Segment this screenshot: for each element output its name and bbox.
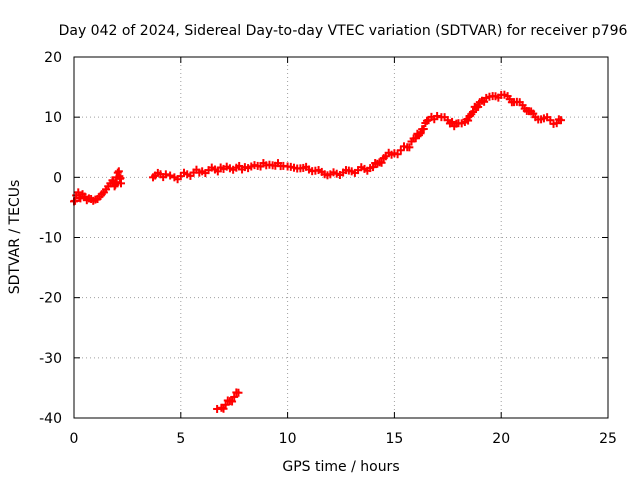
data-point [377, 158, 386, 167]
y-tick-label: 10 [44, 110, 62, 126]
y-tick-label: 0 [53, 170, 62, 186]
data-point [474, 102, 483, 111]
data-point [219, 404, 228, 413]
data-point [74, 188, 83, 197]
data-point [419, 125, 428, 134]
ticks-layer [73, 56, 609, 419]
y-tick-label: -40 [39, 411, 62, 427]
data-point [416, 129, 425, 138]
data-point [433, 111, 442, 120]
data-point [464, 116, 473, 125]
data-point [405, 143, 414, 152]
data-point [369, 163, 378, 172]
y-tick-label: -20 [39, 291, 62, 307]
y-axis-label: SDTVAR / TECUs [7, 180, 23, 295]
x-tick-label: 20 [492, 431, 510, 447]
x-tick-label: 0 [70, 431, 79, 447]
x-tick-label: 10 [279, 431, 297, 447]
data-point [161, 170, 170, 179]
data-point [469, 108, 478, 117]
x-axis-label: GPS time / hours [282, 459, 399, 475]
data-point [234, 388, 243, 397]
data-point [166, 171, 175, 180]
data-point [116, 179, 125, 188]
data-point [228, 397, 237, 406]
data-point [221, 400, 230, 409]
data-point [76, 194, 85, 203]
y-tick-label: -10 [39, 231, 62, 247]
data-point [557, 116, 566, 125]
data-point [230, 392, 239, 401]
data-point [448, 117, 457, 126]
data-points-layer [70, 90, 566, 413]
x-tick-label: 15 [385, 431, 403, 447]
x-tick-label: 5 [176, 431, 185, 447]
data-point [71, 196, 80, 205]
chart-title: Day 042 of 2024, Sidereal Day-to-day VTE… [59, 23, 628, 39]
y-tick-label: 20 [44, 50, 62, 66]
x-tick-label: 25 [599, 431, 617, 447]
tick-labels-layer: 0 5 10 15 20 25 -40 -30 -20 -10 0 10 20 [39, 50, 617, 447]
y-tick-label: -30 [39, 351, 62, 367]
